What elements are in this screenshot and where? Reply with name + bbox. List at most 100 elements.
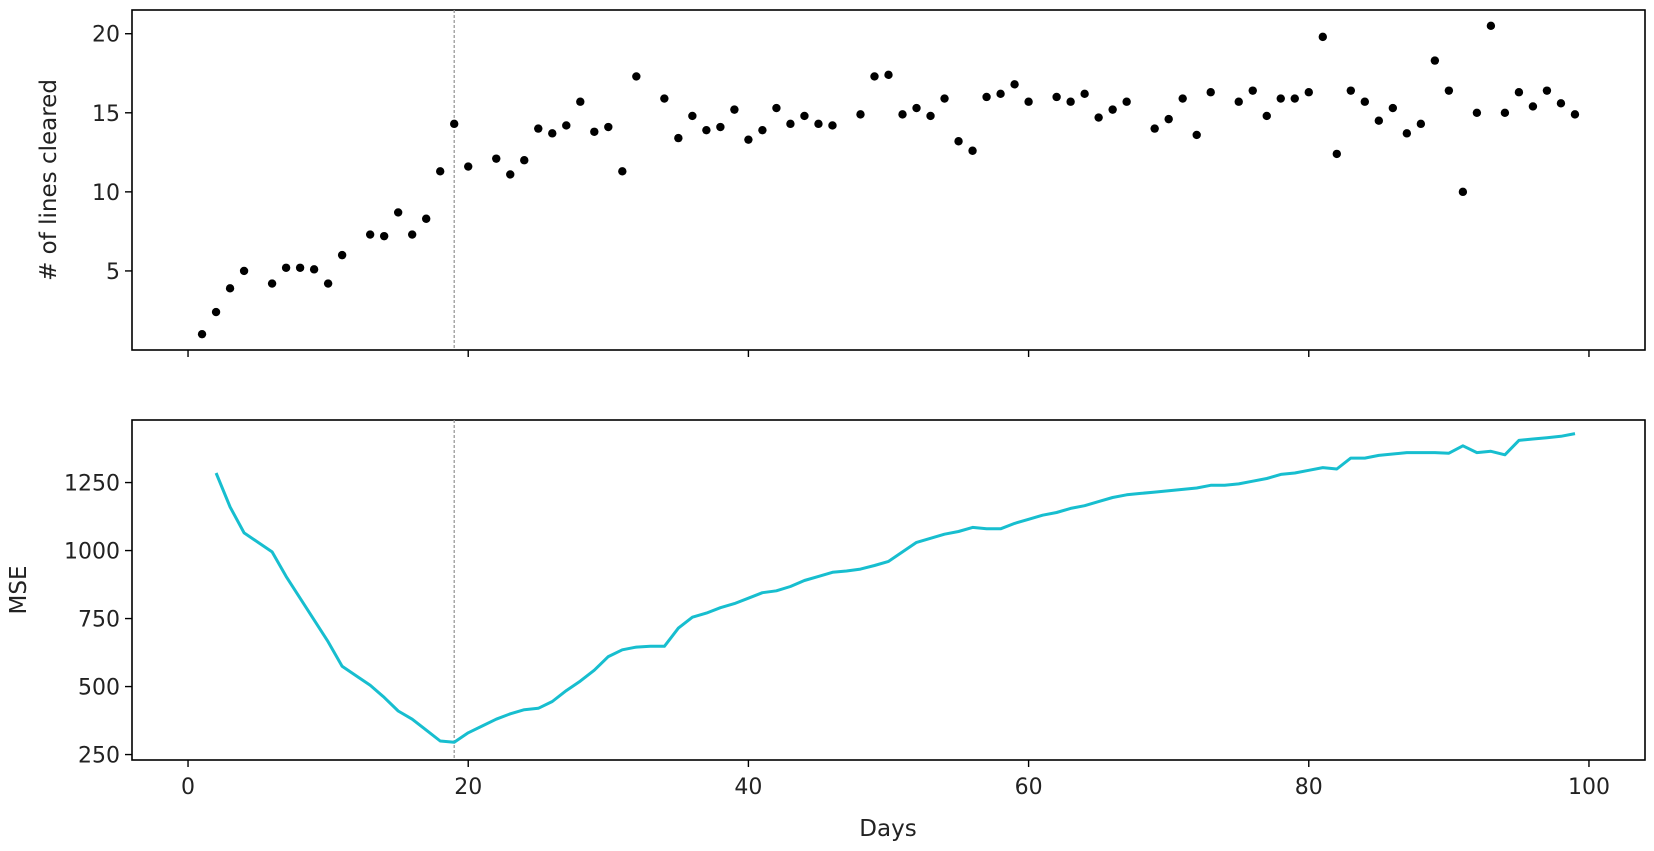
bottom-x-tick-label: 0 bbox=[181, 775, 195, 800]
scatter-point bbox=[954, 137, 963, 146]
scatter-point bbox=[1010, 80, 1019, 89]
scatter-point bbox=[239, 266, 249, 276]
scatter-point bbox=[1108, 105, 1117, 114]
scatter-point bbox=[968, 146, 977, 155]
bottom-y-tick-label: 750 bbox=[78, 608, 120, 633]
scatter-point bbox=[772, 103, 781, 113]
top-y-tick-label: 15 bbox=[92, 102, 120, 127]
scatter-point bbox=[309, 265, 319, 274]
top-x-axis-ticks bbox=[187, 350, 1590, 357]
bottom-x-axis-ticks: 0 20 40 60 80 100 bbox=[181, 760, 1610, 800]
scatter-point bbox=[436, 167, 445, 176]
scatter-point bbox=[996, 89, 1005, 99]
top-scatter-points bbox=[197, 21, 1580, 339]
scatter-point bbox=[744, 135, 753, 144]
scatter-point bbox=[940, 94, 949, 103]
scatter-point bbox=[926, 111, 935, 121]
scatter-point bbox=[1080, 89, 1089, 99]
scatter-point bbox=[1402, 129, 1412, 138]
scatter-point bbox=[1374, 116, 1384, 125]
scatter-point bbox=[379, 231, 389, 241]
scatter-point bbox=[688, 111, 697, 121]
bottom-y-tick-label: 1000 bbox=[64, 540, 120, 565]
scatter-point bbox=[1304, 88, 1313, 97]
mse-line bbox=[214, 432, 1576, 744]
scatter-point bbox=[1332, 149, 1341, 159]
scatter-point bbox=[898, 110, 907, 119]
scatter-point bbox=[1164, 114, 1173, 124]
top-y-axis-ticks: 5 10 15 20 bbox=[92, 23, 132, 285]
bottom-mse-series bbox=[214, 432, 1576, 744]
scatter-point bbox=[982, 92, 991, 102]
scatter-point bbox=[786, 119, 795, 129]
scatter-point bbox=[1290, 94, 1299, 103]
scatter-point bbox=[1052, 92, 1061, 102]
scatter-point bbox=[1276, 94, 1285, 103]
bottom-x-tick-label: 80 bbox=[1295, 775, 1323, 800]
top-y-tick-label: 5 bbox=[106, 260, 120, 285]
bottom-y-tick-label: 1250 bbox=[64, 472, 120, 497]
scatter-point bbox=[1318, 32, 1327, 42]
scatter-point bbox=[393, 208, 403, 217]
bottom-y-tick-label: 500 bbox=[78, 676, 120, 701]
scatter-point bbox=[884, 70, 893, 80]
scatter-point bbox=[1262, 111, 1271, 121]
scatter-point bbox=[1542, 86, 1552, 95]
bottom-y-axis-ticks: 250 500 750 1000 1250 bbox=[64, 472, 132, 769]
top-y-axis-label: # of lines cleared bbox=[36, 79, 62, 281]
scatter-point bbox=[1556, 99, 1566, 108]
scatter-point bbox=[814, 119, 823, 129]
scatter-point bbox=[225, 284, 235, 293]
scatter-point bbox=[506, 170, 515, 179]
lines-cleared-scatter-panel: 5 10 15 20 # of lines cleared bbox=[36, 9, 1646, 357]
scatter-point bbox=[407, 230, 417, 239]
bottom-x-axis-label: Days bbox=[859, 816, 916, 842]
scatter-point bbox=[337, 250, 347, 260]
scatter-point bbox=[1514, 88, 1524, 97]
scatter-point bbox=[590, 127, 599, 136]
top-y-tick-label: 20 bbox=[92, 23, 120, 48]
top-y-tick-label: 10 bbox=[92, 181, 120, 206]
scatter-point bbox=[492, 154, 501, 163]
scatter-point bbox=[1570, 110, 1580, 119]
scatter-point bbox=[1094, 113, 1103, 122]
scatter-point bbox=[912, 103, 921, 113]
scatter-point bbox=[197, 329, 207, 339]
scatter-point bbox=[1346, 86, 1356, 95]
bottom-y-axis-label: MSE bbox=[6, 566, 32, 615]
scatter-point bbox=[421, 214, 431, 223]
scatter-point bbox=[1500, 108, 1510, 117]
scatter-point bbox=[1416, 119, 1426, 129]
scatter-point bbox=[632, 72, 641, 81]
scatter-point bbox=[267, 279, 277, 288]
scatter-point bbox=[548, 129, 557, 138]
scatter-point bbox=[1150, 124, 1159, 133]
scatter-point bbox=[1458, 187, 1468, 197]
scatter-point bbox=[660, 94, 669, 103]
scatter-point bbox=[534, 124, 543, 133]
scatter-point bbox=[1206, 88, 1215, 97]
scatter-point bbox=[1486, 21, 1496, 31]
scatter-point bbox=[1234, 97, 1243, 106]
scatter-point bbox=[323, 279, 333, 288]
scatter-point bbox=[1528, 102, 1538, 111]
scatter-point bbox=[716, 122, 725, 132]
scatter-point bbox=[1248, 86, 1257, 95]
scatter-point bbox=[758, 125, 767, 135]
scatter-point bbox=[856, 110, 865, 119]
scatter-point bbox=[1444, 86, 1454, 95]
scatter-point bbox=[870, 72, 879, 81]
scatter-point bbox=[604, 122, 613, 132]
scatter-point bbox=[1024, 97, 1033, 106]
scatter-point bbox=[1192, 130, 1201, 140]
scatter-point bbox=[618, 167, 627, 176]
scatter-point bbox=[464, 162, 473, 171]
scatter-point bbox=[1430, 56, 1440, 65]
bottom-x-tick-label: 40 bbox=[734, 775, 762, 800]
scatter-point bbox=[1178, 94, 1187, 103]
bottom-plot-frame bbox=[131, 419, 1646, 761]
scatter-point bbox=[800, 111, 809, 121]
scatter-point bbox=[1388, 103, 1398, 113]
